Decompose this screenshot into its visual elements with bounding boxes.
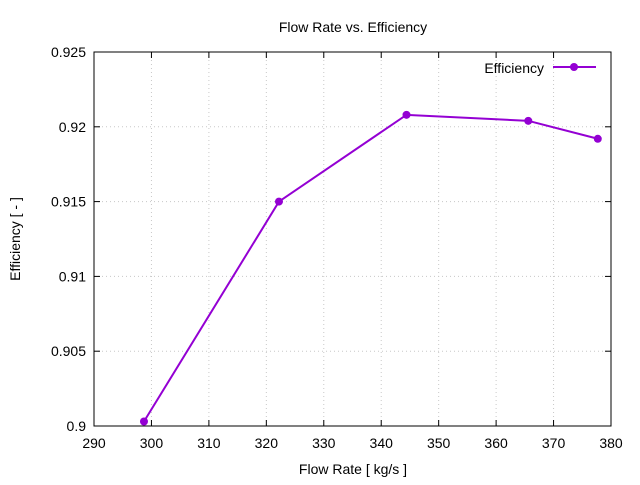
x-tick-label: 330 <box>312 435 336 451</box>
data-point <box>524 116 533 125</box>
x-tick-label: 310 <box>197 435 221 451</box>
data-point <box>402 110 411 119</box>
x-tick-label: 320 <box>255 435 279 451</box>
x-tick-label: 340 <box>370 435 394 451</box>
y-tick-label: 0.905 <box>51 343 86 359</box>
series <box>139 110 602 426</box>
x-tick-label: 350 <box>427 435 451 451</box>
y-axis-label: Efficiency [ - ] <box>7 197 23 281</box>
legend: Efficiency <box>484 60 596 76</box>
x-tick-label: 300 <box>140 435 164 451</box>
x-tick-label: 380 <box>599 435 623 451</box>
y-tick-label: 0.925 <box>51 44 86 60</box>
x-tick-label: 360 <box>484 435 508 451</box>
x-axis-label: Flow Rate [ kg/s ] <box>299 461 407 477</box>
grid <box>94 52 611 426</box>
chart-title: Flow Rate vs. Efficiency <box>279 19 427 35</box>
x-tick-label: 290 <box>82 435 106 451</box>
legend-label: Efficiency <box>484 60 544 76</box>
series-line <box>143 113 599 423</box>
legend-marker <box>570 63 578 71</box>
y-tick-label: 0.915 <box>51 194 86 210</box>
data-point <box>274 197 283 206</box>
y-tick-label: 0.91 <box>59 268 86 284</box>
x-tick-label: 370 <box>542 435 566 451</box>
y-tick-label: 0.9 <box>67 418 87 434</box>
ticks: 290 300 310 320 330 340 350 360 370 380 0.9 0.905 0.… <box>51 44 623 451</box>
data-point <box>139 417 148 426</box>
y-tick-label: 0.92 <box>59 119 86 135</box>
data-point <box>593 134 602 143</box>
plot-border <box>93 51 612 427</box>
